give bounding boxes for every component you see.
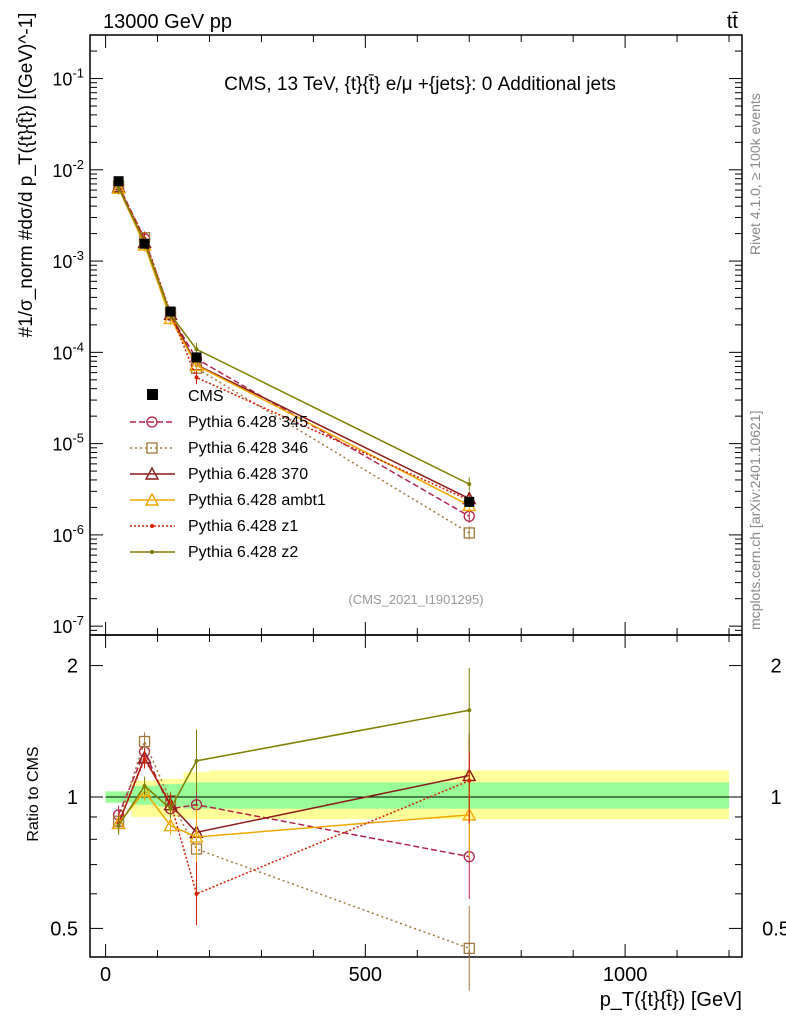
ratio-data-point	[194, 891, 199, 896]
ratio-data-point	[116, 823, 121, 828]
cms-data-point	[113, 176, 124, 187]
series-1	[112, 179, 475, 540]
y-tick-label: 10-2	[52, 157, 84, 181]
ratio-data-point	[168, 806, 173, 811]
legend-label-cms: CMS	[188, 388, 224, 405]
legend: CMS Pythia 6.428 345 Pythia 6.428 346 Pythi…	[130, 388, 326, 561]
series-3	[111, 180, 477, 513]
data-point	[463, 527, 475, 539]
legend-label: Pythia 6.428 z2	[188, 544, 298, 561]
y-tick-label: 10-4	[52, 339, 84, 363]
ratio-data-point	[467, 778, 472, 783]
ratio-y-tick-label-left: 0.5	[50, 918, 78, 940]
legend-marker	[146, 416, 158, 428]
x-tick-label: 1000	[603, 964, 648, 986]
ratio-y-tick-label-left: 2	[67, 656, 78, 678]
ratio-y-tick-label-left: 1	[67, 787, 78, 809]
legend-label: Pythia 6.428 345	[188, 414, 308, 431]
y-tick-label: 10-6	[52, 522, 84, 546]
ratio-plot-frame	[89, 634, 743, 958]
ratio-data-point	[142, 783, 147, 788]
ratio-data-point	[189, 829, 204, 843]
process-label: tt̄	[727, 11, 739, 33]
ratio-y-axis-label: Ratio to CMS	[25, 746, 42, 841]
main-y-axis-label: #1/σ_norm #dσ/d p_T({t}{t̄}) [(GeV)^-1]	[16, 13, 37, 338]
legend-marker-cms	[147, 389, 158, 400]
y-tick-label: 10-5	[52, 431, 84, 455]
ratio-data-point	[467, 708, 472, 713]
legend-label: Pythia 6.428 370	[188, 466, 308, 483]
cms-data-point	[464, 496, 475, 507]
data-point	[194, 347, 199, 352]
legend-marker	[144, 466, 160, 480]
legend-marker	[146, 442, 158, 454]
legend-label: Pythia 6.428 ambt1	[188, 492, 326, 509]
ratio-y-tick-label-right: 2	[770, 656, 781, 678]
series-4	[116, 180, 472, 507]
legend-label: Pythia 6.428 346	[188, 440, 308, 457]
ratio-series-line	[117, 739, 470, 950]
y-tick-label: 10-1	[52, 66, 84, 90]
x-tick-label: 0	[100, 964, 111, 986]
analysis-id-label: (CMS_2021_I1901295)	[348, 592, 483, 607]
legend-marker	[150, 524, 154, 528]
rivet-version-label: Rivet 4.1.0, ≥ 100k events	[747, 93, 763, 255]
plot-title: CMS, 13 TeV, {t}{t̄} e/μ +{jets}: 0 Addi…	[224, 74, 616, 95]
ratio-series-5	[116, 667, 472, 835]
ratio-data-point	[194, 758, 199, 763]
data-point	[194, 375, 199, 380]
data-point	[116, 185, 121, 190]
x-axis-label: p_T({t}{t̄}) [GeV]	[600, 989, 742, 1011]
collision-label: 13000 GeV pp	[103, 11, 232, 33]
legend-label: Pythia 6.428 z1	[188, 518, 298, 535]
ratio-data-point	[142, 757, 147, 762]
ratio-series-line	[117, 757, 470, 895]
y-tick-label: 10-3	[52, 248, 84, 272]
ratio-series-4	[116, 738, 472, 926]
legend-marker	[150, 550, 154, 554]
ratio-y-tick-label-right: 0.5	[762, 918, 786, 940]
ratio-data-point	[163, 818, 178, 832]
ratio-plot-panel: 0.5 0.5 1 1 2 2 0 500 1000	[50, 634, 786, 991]
ratio-data-point	[463, 942, 475, 955]
cms-data-point	[191, 352, 202, 363]
cms-data-point	[165, 306, 176, 317]
main-y-axis-label-text: #1/σ_norm #dσ/d p_T({t}{t̄}) [(GeV)^-1]	[16, 13, 37, 338]
ratio-y-tick-label-right: 1	[770, 787, 781, 809]
x-tick-label: 500	[349, 964, 382, 986]
ratio-data-point	[138, 735, 151, 748]
cms-data	[113, 176, 475, 507]
mcplots-label: mcplots.cern.ch [arXiv:2401.10621]	[747, 411, 763, 630]
cms-data-point	[139, 238, 150, 249]
data-point	[189, 357, 204, 372]
y-tick-label: 10-7	[52, 613, 84, 637]
legend-marker	[144, 492, 160, 506]
data-point	[467, 482, 472, 487]
main-plot-panel: 10-7 10-6 10-5 10-4 10-3 10-2 10-1 CMS, 13 TeV…	[52, 34, 743, 637]
